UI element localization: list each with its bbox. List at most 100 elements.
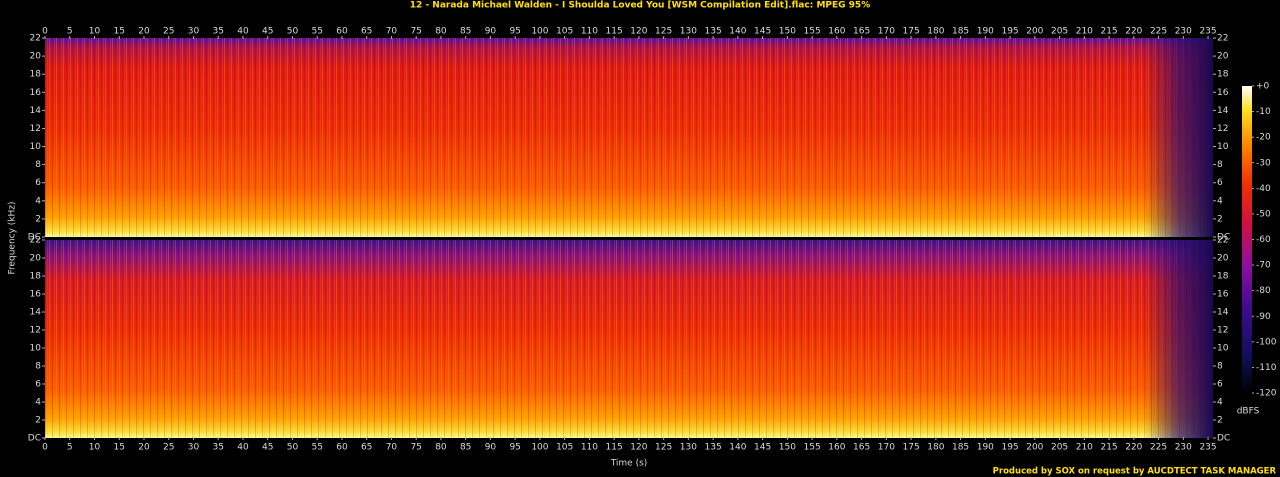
y-tick-label: 18 (30, 70, 42, 80)
colorbar-tick-label: -60 (1256, 235, 1271, 245)
x-tick-label: 210 (1076, 443, 1093, 453)
colorbar-tick-label: -90 (1256, 312, 1271, 322)
y-tick-label: 14 (1217, 308, 1229, 318)
x-tick-label: 85 (460, 27, 471, 37)
y-tick-label: 16 (30, 290, 42, 300)
y-tick-label: 12 (30, 124, 41, 134)
x-tick-label: 45 (262, 27, 273, 37)
x-tick-label: 135 (705, 443, 722, 453)
x-tick-label: 115 (606, 443, 623, 453)
x-tick-label: 200 (1026, 27, 1043, 37)
y-tick-label: 18 (30, 272, 42, 282)
y-tick-label: 6 (35, 178, 41, 188)
x-tick-label: 235 (1199, 443, 1216, 453)
x-tick-label: 190 (977, 443, 994, 453)
colorbar-tick-label: -40 (1256, 184, 1271, 194)
y-tick-label: 2 (35, 416, 41, 426)
x-tick-label: 5 (67, 443, 73, 453)
y-tick-label: 2 (1217, 214, 1223, 224)
x-tick-label: 10 (89, 443, 101, 453)
colorbar-tick-label: -110 (1256, 363, 1277, 373)
channel-2-fade (1144, 240, 1213, 438)
x-tick-label: 0 (42, 27, 48, 37)
x-tick-label: 140 (729, 27, 746, 37)
y-tick-label: 6 (35, 380, 41, 390)
colorbar-tick-label: -100 (1256, 337, 1277, 347)
x-tick-label: 35 (212, 27, 223, 37)
y-tick-label: 4 (1217, 398, 1223, 408)
x-tick-label: 30 (188, 27, 200, 37)
x-tick-label: 60 (336, 443, 348, 453)
y-tick-label: 22 (30, 236, 41, 246)
y-tick-label: 8 (1217, 362, 1223, 372)
x-tick-label: 70 (386, 27, 398, 37)
x-tick-label: 110 (581, 27, 598, 37)
x-tick-label: 195 (1001, 27, 1018, 37)
x-tick-label: 80 (435, 27, 447, 37)
x-tick-label: 20 (138, 443, 150, 453)
x-tick-label: 125 (655, 443, 672, 453)
x-tick-label: 180 (927, 443, 944, 453)
y-tick-label: 14 (30, 308, 42, 318)
x-tick-label: 15 (114, 27, 125, 37)
x-tick-label: 135 (705, 27, 722, 37)
x-tick-label: 155 (804, 443, 821, 453)
x-tick-label: 220 (1125, 443, 1142, 453)
x-tick-label: 150 (779, 443, 796, 453)
x-tick-label: 55 (311, 27, 322, 37)
y-tick-label: 22 (1217, 34, 1228, 44)
y-tick-label: 10 (30, 344, 42, 354)
x-tick-label: 50 (287, 443, 299, 453)
y-tick-label: 10 (1217, 142, 1229, 152)
x-tick-label: 35 (212, 443, 223, 453)
channel-1-texture (45, 38, 1213, 237)
x-tick-label: 110 (581, 443, 598, 453)
x-tick-label: 195 (1001, 443, 1018, 453)
x-tick-label: 95 (509, 443, 520, 453)
y-tick-label: 4 (35, 398, 41, 408)
y-tick-label: 16 (1217, 88, 1229, 98)
x-tick-label: 20 (138, 27, 150, 37)
y-tick-label: 6 (1217, 380, 1223, 390)
x-tick-label: 95 (509, 27, 520, 37)
x-tick-label: 60 (336, 27, 348, 37)
x-tick-label: 160 (828, 27, 845, 37)
colorbar-tick-label: -10 (1256, 107, 1271, 117)
x-tick-label: 200 (1026, 443, 1043, 453)
x-tick-label: 130 (680, 27, 697, 37)
colorbar-label: dBFS (1237, 407, 1260, 417)
x-tick-label: 50 (287, 27, 299, 37)
x-tick-label: 160 (828, 443, 845, 453)
channel-2-texture (45, 240, 1213, 438)
x-tick-label: 15 (114, 443, 125, 453)
y-tick-label: 8 (35, 362, 41, 372)
x-tick-label: 230 (1175, 27, 1192, 37)
y-tick-label: 10 (1217, 344, 1229, 354)
colorbar-tick-label: -120 (1256, 389, 1277, 399)
x-tick-label: 215 (1100, 27, 1117, 37)
y-tick-label: 18 (1217, 70, 1229, 80)
x-tick-label: 65 (361, 27, 372, 37)
x-tick-label: 235 (1199, 27, 1216, 37)
x-tick-label: 75 (410, 27, 421, 37)
x-tick-label: 100 (531, 443, 548, 453)
x-tick-label: 70 (386, 443, 398, 453)
colorbar-tick-label: -70 (1256, 261, 1271, 271)
x-tick-label: 205 (1051, 443, 1068, 453)
chart-title: 12 - Narada Michael Walden - I Shoulda L… (410, 1, 870, 11)
y-tick-label: 4 (35, 196, 41, 206)
x-tick-label: 155 (804, 27, 821, 37)
y-tick-label: 8 (1217, 160, 1223, 170)
y-tick-label: DC (28, 233, 41, 243)
colorbar (1242, 86, 1252, 393)
x-tick-label: 215 (1100, 443, 1117, 453)
x-tick-label: 40 (237, 27, 249, 37)
y-tick-label: 20 (30, 254, 42, 264)
x-tick-label: 205 (1051, 27, 1068, 37)
y-tick-label: 14 (30, 106, 42, 116)
footer: Produced by SOX on request by AUCDTECT T… (993, 467, 1277, 477)
x-tick-label: 100 (531, 27, 548, 37)
x-tick-label: 185 (952, 27, 969, 37)
y-tick-label: DC (28, 434, 41, 444)
